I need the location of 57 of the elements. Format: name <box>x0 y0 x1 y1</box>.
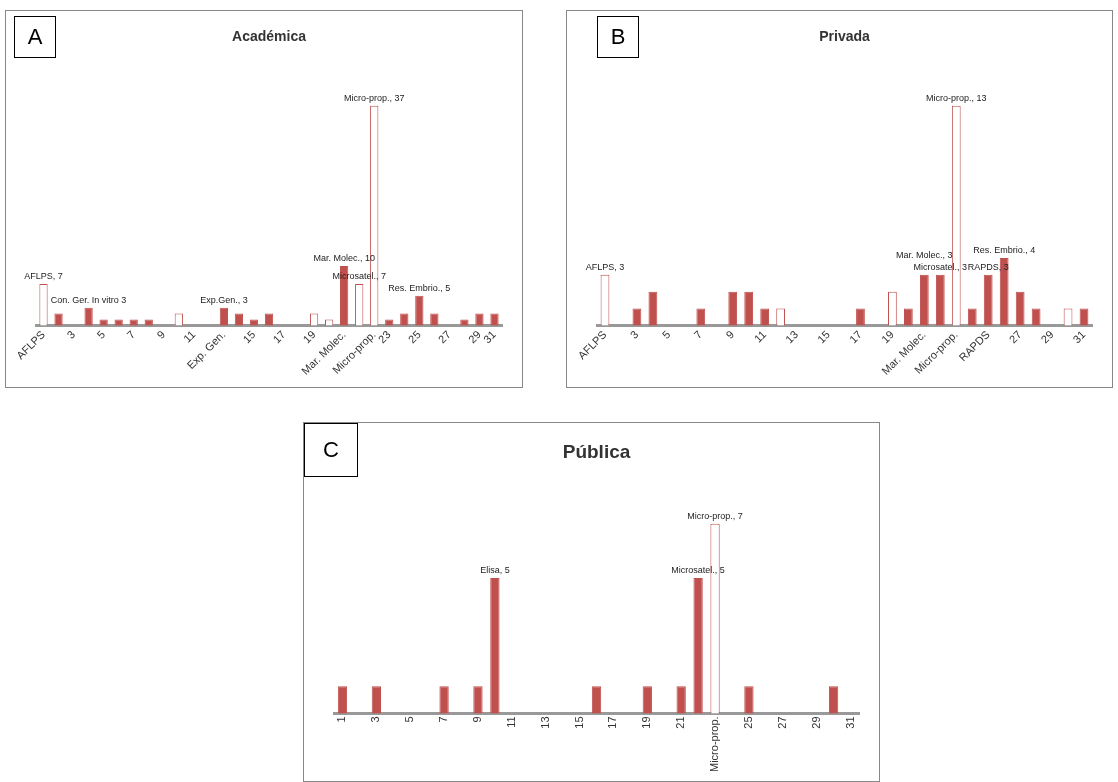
x-tick-label: 25 <box>741 716 754 729</box>
x-tick-label: 27 <box>435 328 453 346</box>
x-tick-label: 17 <box>270 328 288 346</box>
x-tick-label: 9 <box>154 328 168 342</box>
text: A <box>14 16 56 58</box>
data-label: AFLPS, 7 <box>24 270 63 281</box>
x-tick-label: 19 <box>300 328 318 346</box>
x-tick-label: 19 <box>878 328 896 346</box>
x-tick-label: 15 <box>572 716 585 729</box>
x-tick-label: 3 <box>627 328 641 342</box>
x-tick-label: 17 <box>846 328 865 346</box>
data-label: Microsatel., 5 <box>671 564 725 575</box>
x-tick-label: 29 <box>809 716 822 729</box>
data-label: Con. Ger. In vitro 3 <box>50 294 127 305</box>
x-tick-label: 9 <box>470 716 483 723</box>
data-label: Mar. Molec., 3 <box>896 249 953 260</box>
data-label: Res. Embrio., 5 <box>388 282 451 293</box>
data-label: Micro-prop., 7 <box>687 510 743 521</box>
text: B <box>597 16 639 58</box>
x-tick-label: 13 <box>538 716 551 729</box>
chart-title: Privada <box>819 28 870 45</box>
x-tick-label: 31 <box>1070 328 1088 346</box>
x-tick-label: 25 <box>405 328 423 346</box>
data-label: Elisa, 5 <box>480 564 510 575</box>
x-tick-label: 7 <box>437 716 450 723</box>
x-tick-label: 5 <box>94 328 108 342</box>
chart-title: Pública <box>562 440 631 462</box>
data-label: Micro-prop., 37 <box>343 92 405 103</box>
x-tick-label: 3 <box>64 328 78 342</box>
x-tick-label: 7 <box>124 328 138 342</box>
x-tick-label: 17 <box>606 716 619 729</box>
x-tick-label: 15 <box>814 328 833 346</box>
x-tick-label: 7 <box>691 328 705 342</box>
x-tick-label: 5 <box>403 716 416 723</box>
x-tick-label: 9 <box>723 328 737 342</box>
x-tick-label: 27 <box>775 716 788 729</box>
x-tick-label: 29 <box>1038 328 1056 346</box>
x-tick-label: 27 <box>1006 328 1024 346</box>
x-tick-label: 13 <box>783 328 801 346</box>
x-tick-label: Micro-prop. <box>708 716 721 772</box>
x-tick-label: 1 <box>335 716 348 723</box>
data-label: Res. Embrio., 4 <box>973 244 1036 255</box>
x-tick-label: 11 <box>751 328 769 345</box>
x-tick-label: 15 <box>240 328 258 346</box>
data-label: AFLPS, 3 <box>585 261 625 272</box>
x-tick-label: 31 <box>843 716 856 729</box>
x-tick-label: 11 <box>504 716 517 728</box>
x-tick-label: 11 <box>180 328 198 345</box>
x-tick-label: 3 <box>369 716 382 723</box>
x-tick-label: 5 <box>659 328 673 342</box>
x-tick-label: 21 <box>674 716 687 729</box>
data-label: Exp.Gen., 3 <box>200 294 248 305</box>
text: C <box>304 423 358 477</box>
data-label: Micro-prop., 13 <box>926 92 987 103</box>
x-tick-label: 23 <box>375 328 393 346</box>
x-tick-label: 19 <box>640 716 653 729</box>
chart-title: Académica <box>232 28 307 45</box>
